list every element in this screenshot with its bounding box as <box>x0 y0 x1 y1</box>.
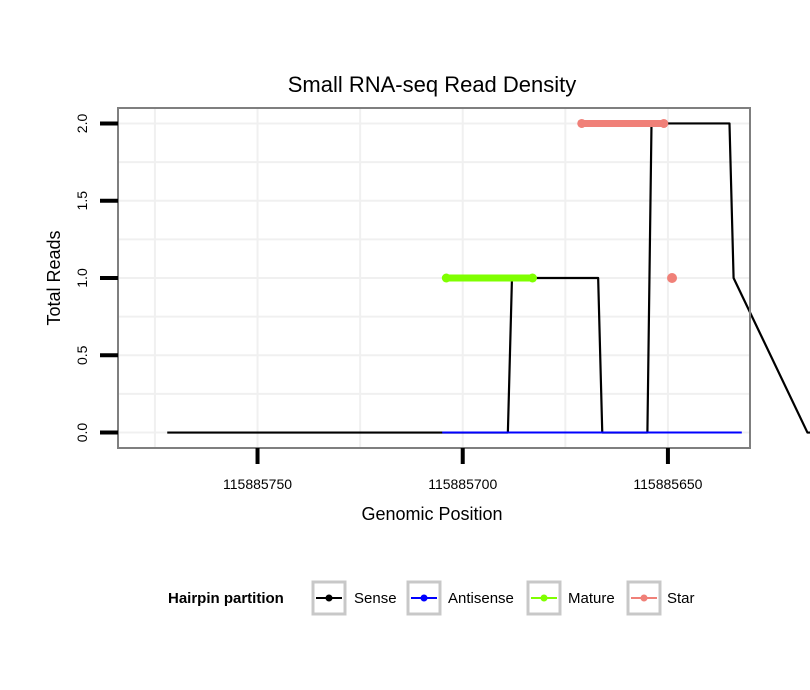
legend-key-point <box>540 594 548 602</box>
series-layer <box>167 118 810 434</box>
legend-label-star: Star <box>667 590 695 607</box>
legend-label-mature: Mature <box>568 590 615 607</box>
chart-title: Small RNA-seq Read Density <box>288 72 577 97</box>
series-star-point <box>659 118 669 128</box>
x-axis: 115885750115885700115885650115885600 <box>223 448 703 492</box>
series-star-point <box>667 273 678 283</box>
y-axis-label: Total Reads <box>44 230 64 325</box>
grid <box>118 108 750 448</box>
y-tick-label: 0.0 <box>74 423 90 443</box>
x-axis-label: Genomic Position <box>361 504 502 524</box>
y-tick-label: 0.5 <box>74 345 90 365</box>
y-tick-label: 1.0 <box>74 268 90 288</box>
x-tick-label: 115885700 <box>428 476 497 492</box>
series-mature-point <box>441 273 451 283</box>
legend-title: Hairpin partition <box>168 590 284 607</box>
x-tick-label: 115885750 <box>223 476 292 492</box>
legend-label-antisense: Antisense <box>448 590 514 607</box>
y-axis: 0.0 0.5 1.0 1.5 2.0 <box>74 114 118 443</box>
legend: Hairpin partition Sense Antisense Mature St… <box>168 580 695 616</box>
series-star-point <box>577 118 587 128</box>
legend-key-point <box>325 594 333 602</box>
series-mature-point <box>527 273 537 283</box>
legend-key-point <box>420 594 428 602</box>
legend-label-sense: Sense <box>354 590 397 607</box>
legend-key-point <box>640 594 648 602</box>
y-tick-label: 1.5 <box>74 191 90 211</box>
y-tick-label: 2.0 <box>74 114 90 134</box>
x-tick-label: 115885650 <box>633 476 702 492</box>
